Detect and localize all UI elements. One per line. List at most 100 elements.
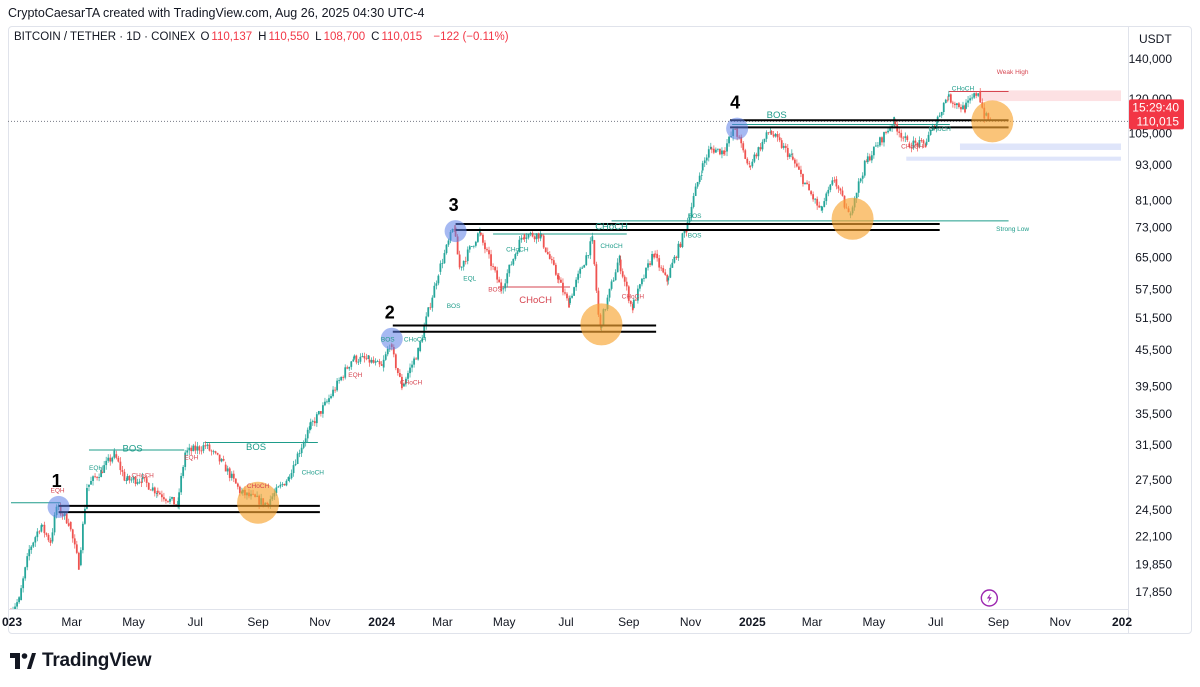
candle-body (24, 567, 27, 579)
candle-body (577, 273, 580, 280)
time-axis-tick: May (863, 615, 886, 629)
candle-body (367, 355, 370, 359)
candle-body (421, 338, 424, 342)
candle-body (304, 438, 307, 443)
candle-body (178, 492, 181, 505)
price-axis-tick: 140,000 (1129, 52, 1173, 66)
candle-body (16, 602, 18, 607)
candle-body (889, 127, 891, 131)
candle-body (480, 232, 482, 235)
candle-body (527, 234, 530, 238)
candle-body (510, 264, 513, 266)
wave-pivot-circle (380, 327, 403, 350)
candle-body (894, 121, 897, 125)
structure-annotation: CHoCH (519, 295, 552, 306)
candle-body (494, 266, 496, 271)
candle-body (671, 262, 674, 268)
currency-label[interactable]: USDT (1139, 32, 1172, 46)
last-price-label: 110,015 (1137, 114, 1180, 128)
candle-body (627, 286, 630, 301)
structure-annotation: CHoCH (622, 293, 645, 300)
candle-body (200, 450, 203, 452)
candle-body (753, 154, 756, 162)
tradingview-logo[interactable]: TradingView (10, 650, 152, 672)
candle-body (398, 372, 401, 377)
candle-body (761, 141, 764, 150)
candle-body (155, 493, 158, 494)
candle-body (220, 458, 223, 462)
candle-body (591, 236, 594, 242)
candle-body (216, 452, 219, 455)
candle-body (618, 255, 621, 263)
candle-body (537, 233, 540, 239)
time-axis-tick: Nov (1050, 615, 1071, 629)
candle-body (92, 476, 94, 481)
candle-body (456, 236, 459, 255)
candle-body (460, 266, 463, 268)
symbol-legend[interactable]: BITCOIN / TETHER · 1D · COINEX O 110,137 H… (14, 31, 511, 43)
candle-body (43, 524, 46, 534)
candle-body (675, 256, 678, 258)
candle-body (84, 508, 86, 524)
candle-body (516, 252, 519, 255)
candle-body (488, 250, 490, 255)
candle-body (791, 156, 794, 160)
candle-body (863, 160, 866, 176)
candle-body (169, 498, 171, 502)
candle-body (355, 355, 358, 363)
candle-body (835, 179, 838, 187)
retest-circle (831, 197, 874, 240)
candle-body (12, 610, 14, 614)
structure-annotation: CHoCH (928, 126, 951, 133)
candle-body (81, 523, 84, 551)
candle-body (866, 156, 869, 163)
candle-body (540, 234, 543, 236)
price-axis-tick: 73,000 (1135, 221, 1172, 235)
candle-body (476, 233, 479, 242)
candle-body (679, 243, 682, 247)
candle-body (562, 282, 564, 293)
ohlc-o: O 110,137 (200, 31, 253, 43)
time-axis-tick: Mar (802, 615, 823, 629)
candle-body (550, 258, 553, 261)
wave-label: 1 (52, 471, 62, 491)
time-axis-tick: May (122, 615, 145, 629)
candle-body (392, 346, 395, 355)
candle-body (621, 271, 624, 277)
candle-body (141, 477, 144, 480)
candle-body (336, 380, 339, 391)
candle-body (143, 477, 146, 479)
candle-body (26, 556, 29, 568)
candle-body (186, 450, 189, 453)
time-axis-tick: Mar (432, 615, 453, 629)
candle-body (212, 451, 215, 453)
candle-body (571, 295, 573, 298)
candle-body (279, 484, 282, 487)
candle-body (180, 475, 183, 493)
candle-body (437, 275, 440, 284)
structure-annotation: EQH (51, 488, 65, 495)
time-axis-tick: 202 (1112, 615, 1132, 629)
candle-body (151, 487, 154, 491)
candle-body (629, 300, 632, 304)
candle-body (956, 103, 958, 106)
candle-body (357, 361, 360, 363)
candle-body (79, 550, 82, 566)
candle-body (812, 194, 815, 200)
candle-body (710, 148, 713, 150)
candle-body (470, 246, 473, 247)
candle-body (827, 189, 830, 194)
candle-body (623, 276, 626, 282)
time-axis-tick: Sep (988, 615, 1010, 629)
candle-body (322, 405, 324, 414)
candle-body (556, 274, 559, 280)
candle-body (147, 482, 150, 490)
symbol-name[interactable]: BITCOIN / TETHER · 1D · COINEX (14, 31, 196, 43)
candle-body (167, 500, 169, 502)
candle-body (902, 137, 905, 139)
candle-body (77, 552, 80, 570)
candle-body (793, 159, 796, 164)
candle-body (924, 143, 927, 148)
candle-body (977, 93, 980, 96)
